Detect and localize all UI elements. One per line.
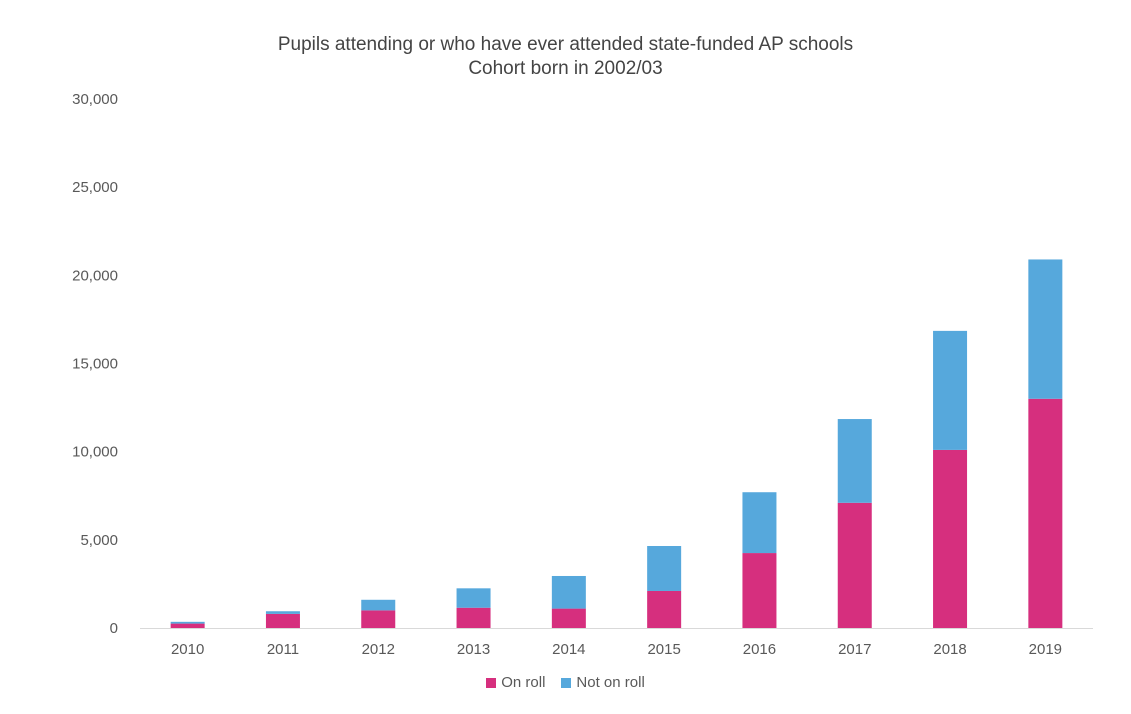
legend-label-on-roll: On roll: [501, 674, 546, 691]
bar-not-on-roll: [1028, 259, 1063, 399]
y-tick-label: 5,000: [80, 532, 118, 549]
bar-on-roll: [361, 610, 396, 628]
x-tick-label: 2012: [362, 641, 395, 658]
y-tick-label: 25,000: [72, 179, 118, 196]
bar-on-roll: [170, 623, 205, 628]
bar-on-roll: [837, 502, 872, 628]
x-tick-label: 2010: [171, 641, 204, 658]
bar-not-on-roll: [551, 575, 586, 609]
bar-not-on-roll: [837, 419, 872, 503]
bar-not-on-roll: [265, 611, 300, 614]
legend: On roll Not on roll: [0, 674, 1131, 691]
chart-subtitle: Cohort born in 2002/03: [468, 58, 663, 79]
x-tick-label: 2015: [647, 641, 680, 658]
x-tick-label: 2016: [743, 641, 776, 658]
legend-item-on-roll: On roll: [486, 674, 545, 691]
bar-on-roll: [647, 590, 682, 628]
y-tick-label: 10,000: [72, 444, 118, 461]
legend-swatch-on-roll: [486, 677, 497, 688]
bar-not-on-roll: [647, 546, 682, 591]
bar-not-on-roll: [933, 330, 968, 450]
legend-item-not-on-roll: Not on roll: [561, 674, 645, 691]
bar-on-roll: [456, 607, 491, 628]
x-tick-label: 2014: [552, 641, 585, 658]
bar-on-roll: [265, 613, 300, 628]
bar-on-roll: [933, 449, 968, 628]
bar-not-on-roll: [742, 492, 777, 554]
y-tick-label: 30,000: [72, 91, 118, 108]
x-tick-label: 2017: [838, 641, 871, 658]
y-tick-label: 0: [110, 620, 118, 637]
bar-not-on-roll: [456, 588, 491, 608]
x-tick-label: 2011: [267, 641, 299, 658]
legend-label-not-on-roll: Not on roll: [576, 674, 645, 691]
x-tick-label: 2019: [1029, 641, 1062, 658]
bar-on-roll: [1028, 398, 1063, 628]
y-tick-label: 15,000: [72, 356, 118, 373]
chart-title: Pupils attending or who have ever attend…: [277, 34, 854, 55]
legend-swatch-not-on-roll: [561, 677, 572, 688]
x-tick-label: 2013: [457, 641, 490, 658]
x-tick-label: 2018: [933, 641, 966, 658]
bar-not-on-roll: [361, 599, 396, 611]
y-tick-label: 20,000: [72, 267, 118, 284]
bar-on-roll: [551, 608, 586, 628]
bar-on-roll: [742, 553, 777, 628]
bar-not-on-roll: [170, 621, 205, 624]
